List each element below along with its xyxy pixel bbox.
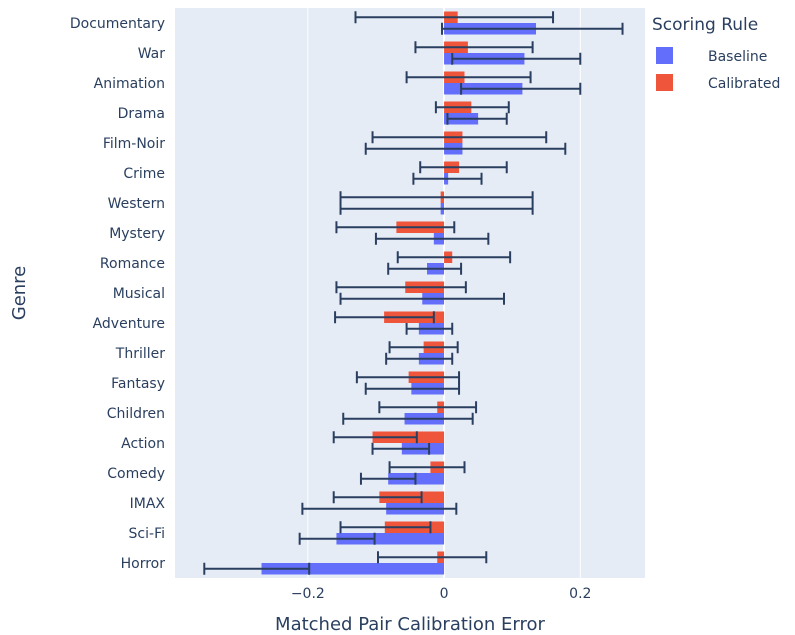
y-tick-label: Western — [108, 196, 165, 212]
y-tick-label: Mystery — [109, 226, 165, 242]
y-tick-label: IMAX — [130, 496, 166, 512]
y-tick-label: Crime — [123, 166, 165, 182]
y-tick-label: Documentary — [70, 16, 165, 32]
y-tick-label: Animation — [94, 76, 165, 92]
legend-label-baseline: Baseline — [708, 49, 767, 65]
y-tick-label: Romance — [100, 256, 165, 272]
y-tick-label: Musical — [113, 286, 165, 302]
legend-swatch-calibrated — [656, 74, 673, 91]
bar-baseline-horror — [261, 563, 445, 575]
x-axis-title: Matched Pair Calibration Error — [275, 614, 545, 635]
x-tick-label: −0.2 — [291, 586, 325, 602]
legend-label-calibrated: Calibrated — [708, 76, 780, 92]
y-tick-label: Action — [121, 436, 165, 452]
y-tick-label: Thriller — [115, 346, 165, 362]
y-tick-label: Adventure — [93, 316, 165, 332]
legend-swatch-baseline — [656, 47, 673, 64]
y-axis-title: Genre — [9, 266, 30, 321]
y-tick-label: Drama — [118, 106, 165, 122]
y-tick-label: Horror — [121, 556, 166, 572]
x-tick-label: 0.2 — [569, 586, 591, 602]
x-tick-label: 0 — [440, 586, 449, 602]
bar-baseline-sci-fi — [336, 533, 445, 545]
y-tick-label: War — [138, 46, 166, 62]
y-tick-label: Comedy — [107, 466, 165, 482]
legend-title: Scoring Rule — [652, 15, 758, 35]
y-tick-label: Children — [107, 406, 165, 422]
y-tick-label: Sci-Fi — [129, 526, 165, 542]
y-tick-label: Fantasy — [111, 376, 165, 392]
y-tick-label: Film-Noir — [103, 136, 165, 152]
